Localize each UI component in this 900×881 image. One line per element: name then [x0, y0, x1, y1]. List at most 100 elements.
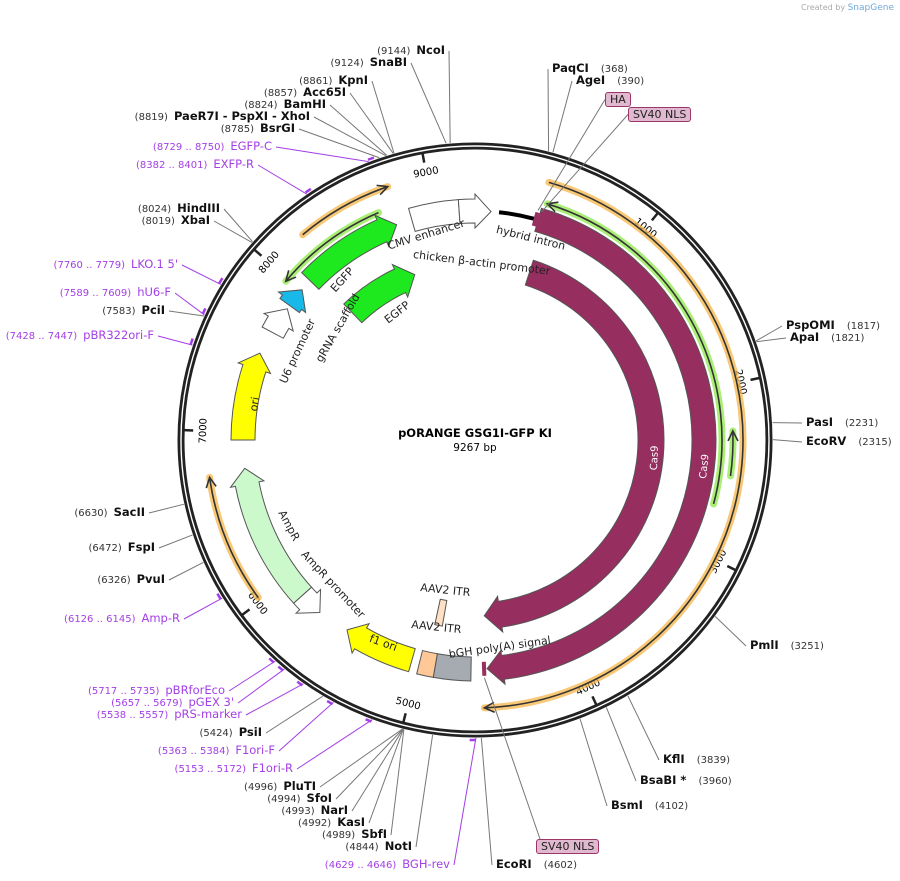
primer-range: 5363 .. 5384: [158, 746, 229, 757]
enzyme-site-label[interactable]: 9124 SnaBI: [330, 56, 407, 70]
site-position: 4602: [544, 860, 577, 871]
enzyme-site-label[interactable]: 8819 PaeR7I - PspXI - XhoI: [135, 110, 310, 124]
primer-label[interactable]: 5717 .. 5735 pBRforEco: [88, 684, 225, 698]
enzyme-site-label[interactable]: EcoRI 4602: [496, 858, 577, 872]
enzyme-site-label[interactable]: 4992 KasI: [298, 816, 365, 830]
primer-name: BGH-rev: [402, 857, 450, 871]
feature-ori: [230, 352, 272, 441]
primer-label[interactable]: 8729 .. 8750 EGFP-C: [153, 140, 272, 154]
enzyme-site-label[interactable]: PaqCI 368: [552, 62, 628, 76]
enzyme-name: PciI: [141, 303, 165, 317]
site-position: 4992: [298, 818, 331, 829]
enzyme-site-label[interactable]: 8824 BamHI: [244, 98, 326, 112]
enzyme-site-label[interactable]: ApaI 1821: [790, 331, 864, 345]
feature-label-ori[interactable]: ori: [247, 395, 263, 413]
site-position: 9144: [377, 46, 410, 57]
enzyme-site-label[interactable]: 5424 PsiI: [199, 726, 262, 740]
enzyme-leader-line: [298, 128, 380, 159]
feature-cas9: [483, 259, 665, 634]
enzyme-leader-line: [349, 92, 394, 154]
enzyme-leader-line: [552, 80, 573, 153]
enzyme-leader-line: [605, 707, 637, 782]
primer-label[interactable]: 5657 .. 5679 pGEX 3': [111, 696, 234, 710]
primer-name: F1ori-F: [235, 743, 275, 757]
enzyme-site-label[interactable]: BsaBI * 3960: [640, 774, 732, 788]
enzyme-site-label[interactable]: 8019 XbaI: [142, 214, 210, 228]
enzyme-leader-line: [319, 728, 403, 788]
enzyme-name: PluTI: [283, 779, 316, 793]
enzyme-site-label[interactable]: 6326 PvuI: [97, 573, 165, 587]
enzyme-site-label[interactable]: KflI 3839: [663, 753, 730, 767]
tick-mark: [650, 212, 659, 222]
enzyme-site-label[interactable]: 9144 NcoI: [377, 44, 445, 58]
site-position: 5424: [199, 728, 232, 739]
feature-cas9: [486, 207, 717, 686]
enzyme-site-label[interactable]: 7583 PciI: [102, 304, 165, 318]
enzyme-site-label[interactable]: 4844 NotI: [345, 840, 412, 854]
feature-box-ha[interactable]: HA: [605, 92, 631, 107]
enzyme-site-label[interactable]: AgeI 390: [576, 74, 644, 88]
primer-leader-line: [157, 335, 193, 346]
enzyme-site-label[interactable]: EcoRV 2315: [806, 435, 892, 449]
primer-label[interactable]: 6126 .. 6145 Amp-R: [64, 612, 180, 626]
tick-label: 5000: [394, 696, 421, 713]
orf-arrowhead-icon: [284, 270, 297, 283]
primer-name: EXFP-R: [213, 157, 254, 171]
enzyme-site-label[interactable]: 6472 FspI: [89, 541, 155, 555]
primer-label[interactable]: 7428 .. 7447 pBR322ori-F: [6, 329, 154, 343]
primer-leader-line: [181, 264, 222, 285]
site-position: 6630: [74, 508, 107, 519]
enzyme-name: PspOMI: [786, 318, 835, 332]
enzyme-site-label[interactable]: PasI 2231: [806, 416, 878, 430]
enzyme-leader-line: [329, 104, 388, 156]
enzyme-site-label[interactable]: 4989 SbfI: [322, 828, 387, 842]
enzyme-site-label[interactable]: 8857 Acc65I: [264, 86, 346, 100]
feature-ampr: [229, 467, 313, 604]
enzyme-site-label[interactable]: 4994 SfoI: [267, 792, 332, 806]
primer-label[interactable]: 8382 .. 8401 EXFP-R: [136, 158, 254, 172]
enzyme-name: EcoRI: [496, 857, 532, 871]
orf-arrowhead-icon: [205, 475, 217, 489]
feature-label-cas9-inner[interactable]: Cas9: [648, 445, 661, 471]
enzyme-site-label[interactable]: 8785 BsrGI: [221, 122, 295, 136]
enzyme-name: KflI: [663, 752, 685, 766]
primer-leader-line: [183, 597, 223, 620]
site-position: 3251: [791, 641, 824, 652]
enzyme-site-label[interactable]: 4996 PluTI: [244, 780, 316, 794]
enzyme-site-label[interactable]: BsmI 4102: [611, 799, 688, 813]
primer-label[interactable]: 7589 .. 7609 hU6-F: [60, 286, 171, 300]
enzyme-site-label[interactable]: 8024 HindIII: [138, 202, 220, 216]
primer-name: EGFP-C: [230, 139, 272, 153]
enzyme-leader-line: [480, 737, 493, 866]
primer-label[interactable]: 5538 .. 5557 pRS-marker: [97, 708, 242, 722]
feature-box-sv40-nls-top[interactable]: SV40 NLS: [628, 107, 692, 122]
feature-f1-ori: [346, 622, 416, 673]
enzyme-leader-line: [313, 116, 387, 157]
enzyme-name: BsaBI *: [640, 773, 687, 787]
feature-label-cas9-outer[interactable]: Cas9: [697, 453, 712, 480]
enzyme-leader-line: [213, 220, 253, 243]
site-position: 7583: [102, 306, 135, 317]
primer-label[interactable]: 5153 .. 5172 F1ori-R: [175, 762, 293, 776]
primer-label[interactable]: 5363 .. 5384 F1ori-F: [158, 744, 275, 758]
primer-leader-line: [278, 701, 334, 752]
tick-mark: [750, 376, 760, 382]
site-position: 9124: [330, 58, 363, 69]
enzyme-site-label[interactable]: 8861 KpnI: [299, 74, 368, 88]
primer-label[interactable]: 4629 .. 4646 BGH-rev: [325, 858, 450, 872]
primer-leader-line: [453, 737, 477, 866]
enzyme-site-label[interactable]: PmlI 3251: [750, 639, 824, 653]
enzyme-site-label[interactable]: 4993 NarI: [281, 804, 348, 818]
enzyme-leader-line: [371, 80, 395, 154]
primer-label[interactable]: 7760 .. 7779 LKO.1 5': [54, 258, 178, 272]
enzyme-site-label[interactable]: 6630 SacII: [74, 506, 145, 520]
site-position: 1817: [847, 321, 880, 332]
enzyme-name: PaeR7I - PspXI - XhoI: [173, 109, 310, 123]
site-position: 3960: [698, 776, 731, 787]
feature-box-sv40-nls-bottom[interactable]: SV40 NLS: [536, 839, 600, 854]
site-position: 390: [617, 76, 644, 87]
primer-name: pRS-marker: [174, 707, 242, 721]
site-position: 8019: [142, 216, 175, 227]
feature-leader-line: [537, 99, 606, 211]
enzyme-site-label[interactable]: PspOMI 1817: [786, 319, 880, 333]
